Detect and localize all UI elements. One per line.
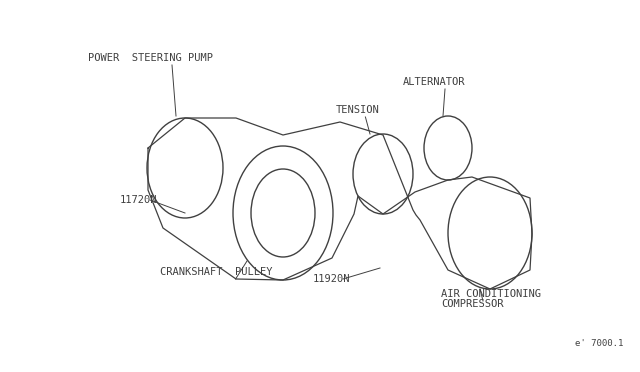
Text: 11720N: 11720N	[120, 195, 157, 205]
Text: 11920N: 11920N	[313, 274, 351, 284]
Text: POWER  STEERING PUMP: POWER STEERING PUMP	[88, 53, 213, 63]
Text: ALTERNATOR: ALTERNATOR	[403, 77, 465, 87]
Text: CRANKSHAFT  PULLEY: CRANKSHAFT PULLEY	[160, 267, 273, 277]
Text: COMPRESSOR: COMPRESSOR	[441, 299, 504, 309]
Text: AIR CONDITIONING: AIR CONDITIONING	[441, 289, 541, 299]
Text: TENSION: TENSION	[336, 105, 380, 115]
Text: e' 7000.1: e' 7000.1	[575, 339, 623, 348]
